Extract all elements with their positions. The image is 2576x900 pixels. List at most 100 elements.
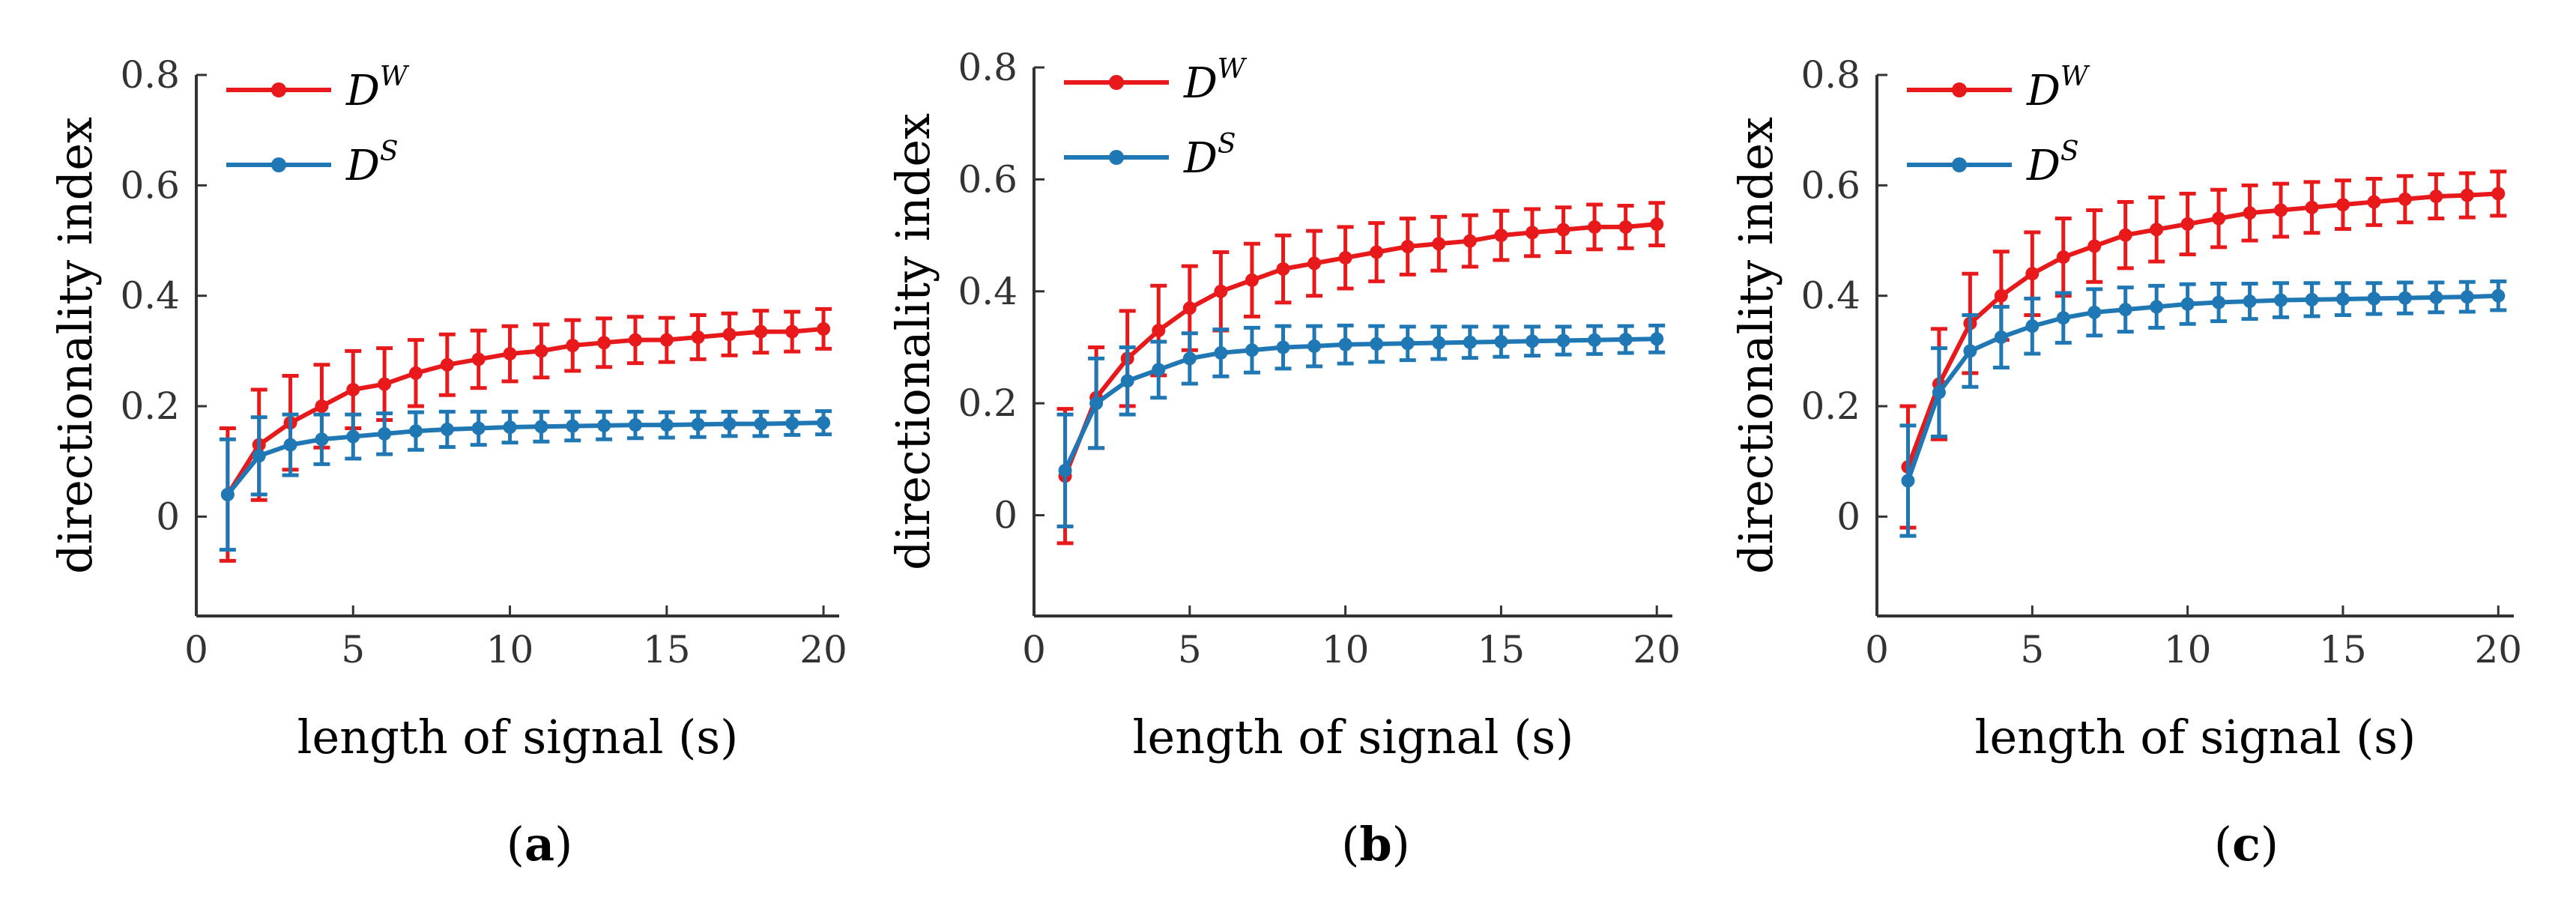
y-tick-label: 0.6 <box>958 157 1018 201</box>
data-point <box>2460 290 2474 304</box>
data-point <box>220 487 235 501</box>
data-point <box>1370 336 1384 351</box>
data-point <box>1400 240 1415 254</box>
y-tick-label: 0.6 <box>1801 163 1860 207</box>
data-point <box>252 449 266 463</box>
data-point <box>1307 256 1322 271</box>
legend-label: DS <box>2026 136 2079 190</box>
y-tick-label: 0.6 <box>120 163 180 207</box>
y-tick-label: 0.4 <box>958 270 1018 313</box>
data-point <box>2274 203 2288 217</box>
data-point <box>1618 220 1633 234</box>
legend-marker <box>1952 157 1967 172</box>
panel-b: 0 0.2 0.4 0.6 0.8 0 5 10 15 20 length of signal (s… <box>886 46 1681 872</box>
data-point <box>408 366 423 380</box>
data-point <box>2243 206 2257 220</box>
x-tick-label: 10 <box>486 628 534 671</box>
x-tick-label: 15 <box>2319 628 2367 671</box>
data-point <box>2087 305 2102 319</box>
data-point <box>754 417 768 431</box>
data-point <box>1182 351 1197 366</box>
data-point <box>722 327 737 342</box>
data-point <box>1214 284 1228 298</box>
data-point <box>1494 335 1508 348</box>
legend-marker <box>271 157 286 172</box>
data-point <box>2398 192 2412 206</box>
data-point <box>2491 289 2506 303</box>
data-point <box>2460 188 2474 202</box>
legend-marker <box>271 82 286 97</box>
data-point <box>785 416 799 430</box>
data-point <box>2056 250 2070 265</box>
data-point <box>2087 239 2102 253</box>
data-point <box>1214 345 1228 360</box>
data-point <box>1120 374 1134 388</box>
series-DW <box>219 306 832 563</box>
series-line <box>1905 293 2499 482</box>
data-point <box>2429 290 2443 304</box>
x-tick-label: 5 <box>341 628 365 671</box>
legend-entry: DW <box>226 61 410 115</box>
data-point <box>1963 344 1977 358</box>
legend-entry: DW <box>1907 61 2090 115</box>
x-axis-label: length of signal (s) <box>297 710 739 764</box>
x-tick-label: 0 <box>1865 628 1889 671</box>
series-line <box>1062 336 1657 472</box>
panel-label: (a) <box>507 817 573 872</box>
data-point <box>1182 301 1197 315</box>
series-DS <box>1899 280 2507 538</box>
x-tick-label: 15 <box>643 628 691 671</box>
data-point <box>1588 220 1602 234</box>
x-axis-label: length of signal (s) <box>1975 710 2416 764</box>
data-point <box>2305 292 2319 306</box>
y-tick-label: 0 <box>994 494 1018 537</box>
legend-entry: DW <box>1064 54 1248 108</box>
data-point <box>1245 273 1259 287</box>
data-point <box>2335 292 2350 306</box>
data-point <box>2025 267 2040 281</box>
legend-entry: DS <box>1907 136 2079 190</box>
data-point <box>1276 340 1290 354</box>
data-point <box>691 330 705 344</box>
data-point <box>440 357 454 372</box>
data-point <box>1525 334 1539 348</box>
panel-a: 0 0.2 0.4 0.6 0.8 0 5 10 15 20 length of signal (s… <box>48 53 847 872</box>
x-tick-label: 0 <box>1022 628 1046 671</box>
y-tick-label: 0 <box>156 495 180 538</box>
x-tick-label: 5 <box>2020 628 2044 671</box>
series-DS <box>219 409 832 552</box>
y-tick-label: 0.2 <box>958 381 1018 425</box>
data-point <box>659 333 674 347</box>
data-point <box>2335 198 2350 212</box>
x-tick-label: 10 <box>2164 628 2212 671</box>
legend-label: DW <box>1183 54 1248 108</box>
y-tick-label: 0.8 <box>1801 53 1860 97</box>
data-point <box>1432 336 1446 350</box>
legend-label: DS <box>1183 129 1236 183</box>
data-point <box>1994 289 2008 303</box>
data-point <box>1370 245 1384 259</box>
data-point <box>1058 463 1072 477</box>
series-DS <box>1056 323 1666 528</box>
y-tick-label: 0.4 <box>120 274 180 318</box>
x-tick-label: 5 <box>1178 628 1202 671</box>
data-point <box>346 382 360 396</box>
y-tick-label: 0.8 <box>958 46 1018 89</box>
data-point <box>2429 190 2443 204</box>
y-axis-label: directionality index <box>886 113 940 570</box>
data-point <box>1494 229 1508 243</box>
data-point <box>1432 237 1446 251</box>
y-tick-label: 0.2 <box>1801 384 1860 428</box>
data-point <box>471 421 486 435</box>
data-point <box>2367 195 2381 209</box>
x-tick-label: 0 <box>184 628 208 671</box>
data-point <box>566 419 580 433</box>
data-point <box>817 321 831 336</box>
data-point <box>2025 319 2040 333</box>
legend-entry: DS <box>226 136 399 190</box>
data-point <box>2212 295 2226 309</box>
y-tick-label: 0.4 <box>1801 274 1860 318</box>
legend-entry: DS <box>1064 129 1236 183</box>
series-line <box>1905 191 2499 468</box>
data-point <box>440 422 454 436</box>
